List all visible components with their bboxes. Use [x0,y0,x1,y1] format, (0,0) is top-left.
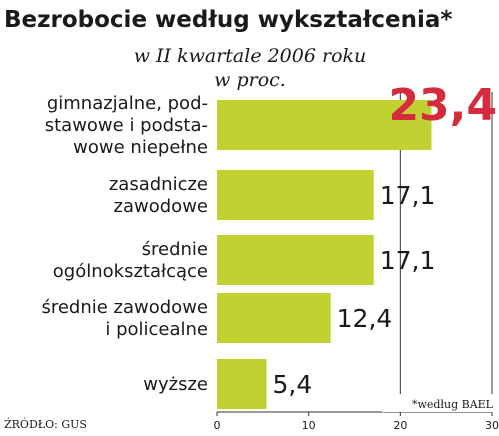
footnote: *według BAEL [412,398,494,411]
category-label-3-line-1: i policealne [105,319,208,340]
value-label-1: 17,1 [380,181,436,210]
category-label-0-line-0: gimnazjalne, pod- [47,93,208,114]
bar-4 [217,359,267,409]
bar-3 [217,293,331,343]
bar-2 [217,235,374,285]
category-label-3-line-0: średnie zawodowe [41,297,208,318]
bars [217,100,432,409]
x-tick-label-0: 0 [214,419,221,432]
x-tick-label-1: 10 [302,419,316,432]
source-note: ŹRÓDŁO: GUS [4,417,87,431]
category-label-1-line-0: zasadnicze [109,174,208,195]
category-label-2: średnie ogólnokształcące [53,239,208,282]
value-label-3: 12,4 [337,304,393,333]
category-label-1-line-1: zawodowe [114,196,208,217]
category-label-2-line-0: średnie [142,239,208,260]
x-axis: 0 10 20 30 [214,411,499,432]
x-tick-label-2: 20 [393,419,407,432]
value-label-0: 23,4 [388,80,497,131]
category-label-3: średnie zawodowe i policealne [41,297,208,340]
chart-title: Bezrobocie według wykształcenia* [4,7,452,33]
category-label-0: gimnazjalne, pod-stawowe i podsta-wowe n… [45,93,208,158]
chart-subtitle-line-1: w II kwartale 2006 roku [134,45,367,67]
x-tick-label-3: 30 [485,419,499,432]
value-labels: 23,4 17,1 17,1 12,4 5,4 [273,80,498,399]
value-label-4: 5,4 [273,370,313,399]
category-label-1: zasadnicze zawodowe [109,174,208,217]
bar-0 [217,100,432,150]
category-labels: gimnazjalne, pod-stawowe i podsta-wowe n… [41,93,208,395]
category-label-2-line-1: ogólnokształcące [53,261,208,282]
category-label-0-line-1: stawowe i podsta- [45,115,208,136]
footnote-background [382,394,495,412]
bar-1 [217,170,374,220]
chart-subtitle-line-2: w proc. [214,69,286,91]
category-label-4: wyższe [143,374,208,395]
value-label-2: 17,1 [380,246,436,275]
category-label-4-line-0: wyższe [143,374,208,395]
category-label-0-line-2: wowe niepełne [73,137,208,158]
